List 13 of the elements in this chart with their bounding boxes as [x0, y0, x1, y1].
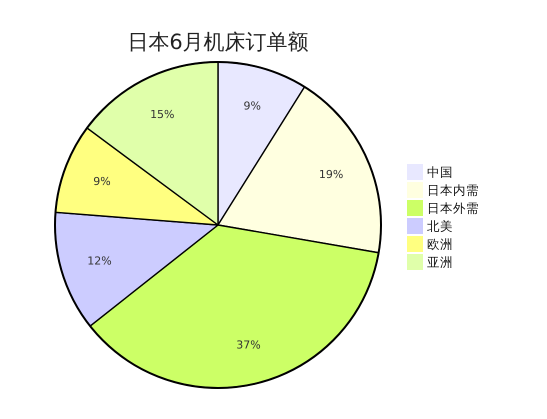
data-label: 15%: [150, 108, 174, 121]
chart-title: 日本6月机床订单额: [127, 30, 309, 54]
legend-label: 中国: [427, 164, 453, 180]
data-label: 12%: [87, 254, 112, 268]
legend-label: 欧洲: [427, 236, 453, 252]
data-label: 9%: [244, 99, 261, 112]
data-label: 37%: [236, 338, 261, 352]
legend-label: 日本外需: [427, 200, 479, 216]
legend-label: 日本内需: [427, 182, 479, 198]
data-label: 9%: [93, 175, 111, 188]
legend-label: 亚洲: [427, 254, 453, 270]
data-label: 19%: [318, 168, 344, 181]
legend-label: 北美: [427, 218, 453, 234]
